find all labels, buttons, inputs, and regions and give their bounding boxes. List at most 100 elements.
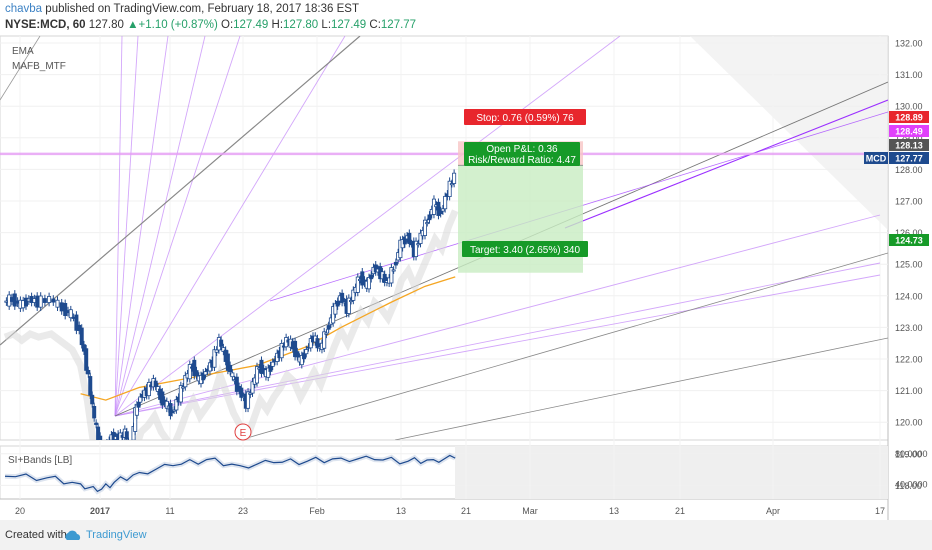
fan-line [114,36,139,417]
earnings-marker[interactable]: E [234,423,252,441]
oscillator-label[interactable]: SI+Bands [LB] [8,455,72,466]
candle-body [124,431,129,440]
indicator-ema[interactable]: EMA [12,46,34,57]
time-axis[interactable]: 20 2017 11 23 Feb 13 21 Mar 13 21 Apr 17 [15,506,885,516]
candle-body [183,375,188,388]
author-link[interactable]: chavba [5,3,43,15]
high-value: 127.80 [283,19,319,31]
risk-reward-label: Risk/Reward Ratio: 4.47 [468,155,576,166]
candle-body [153,380,158,387]
candle-body [425,222,430,225]
price-tick-label: 131.00 [895,70,923,80]
ohlc-legend: NYSE:MCD, 60 127.80 ▲+1.10 (+0.87%) O:12… [5,19,416,31]
oscillator-tick-label: 80.0000 [895,449,928,459]
candle-body [74,314,79,331]
candle-body [304,349,309,355]
candle-body [295,351,300,358]
time-tick-label: 13 [396,506,406,516]
candle-body [86,369,91,375]
candle-body [259,359,264,374]
fan-line [114,36,123,417]
price-tag [889,111,929,123]
oscillator-axis: 80.0000 40.0000 [895,449,928,489]
candle-body [81,344,86,352]
stop-label-box: Stop: 0.76 (0.59%) 76 [464,109,586,125]
open-pl-label: Open P&L: 0.36 [486,144,558,155]
candle-body [105,443,108,453]
candle-body [248,392,253,395]
fan-line [114,214,881,417]
candle-body [270,361,275,367]
tradingview-brand[interactable]: TradingView [86,529,147,541]
tradingview-cloud-icon [65,530,81,540]
price-tick-label: 122.00 [895,355,923,365]
fan-lines [0,36,888,440]
oscillator-pane [4,452,457,495]
time-tick-label: 20 [15,506,25,516]
symbol-label[interactable]: NYSE:MCD, 60 [5,19,86,31]
price-tick-label: 119.00 [895,449,922,459]
created-with-label: Created with [5,529,67,541]
candle-body [254,366,259,384]
candle-body [326,325,331,330]
target-label: Target: 3.40 (2.65%) 340 [470,245,581,256]
candle-body [201,372,206,381]
price-tag-label: 128.13 [895,141,923,151]
candle-body [391,269,396,272]
candle-body [333,303,338,315]
candle-body [174,399,179,411]
trend-line [0,36,361,346]
candle-body [94,422,99,425]
high-label: H: [271,19,284,31]
time-tick-label: 21 [461,506,471,516]
candle-body [366,277,371,290]
candle-body [407,232,412,244]
candle-body [349,300,354,303]
shaded-region [690,36,888,230]
candle-body [103,446,106,453]
candle-body [181,386,186,389]
candle-body [12,293,17,307]
price-tick-label: 124.00 [895,291,923,301]
candle-body [449,183,454,186]
price-tag [889,125,929,137]
candle-body [355,276,360,293]
candle-body [302,352,307,360]
candle-body [118,432,123,440]
price-tag-label: 124.73 [895,236,923,246]
candle-body [239,387,244,398]
candle-body [90,394,95,405]
candle-body [418,232,423,244]
price-tick-label: 132.00 [895,39,923,49]
candle-body [192,359,197,377]
candle-body [447,180,452,197]
candle-body [373,264,378,273]
candle-body [127,441,130,444]
price-tag [889,139,929,151]
candles [4,169,457,453]
price-chart[interactable]: 132.00 131.00 130.00 129.00 128.00 127.00 126.… [0,0,932,520]
price-axis[interactable]: 132.00 131.00 130.00 129.00 128.00 127.00 126.… [895,39,923,491]
time-tick-label: Mar [522,506,538,516]
candle-body [393,261,398,266]
time-tick-label: Apr [766,506,780,516]
candle-body [98,435,103,440]
candle-body [107,439,112,440]
low-label: L: [321,19,332,31]
candle-body [111,431,116,440]
candle-body [293,340,298,358]
candle-body [203,371,208,376]
trend-line [239,252,888,440]
fan-line [114,36,206,417]
candle-body [47,296,52,303]
indicator-mafb[interactable]: MAFB_MTF [12,61,66,72]
change-arrow-icon: ▲ [127,19,139,31]
candle-body [219,339,224,347]
candle-body [79,327,84,346]
candle-body [212,349,217,368]
candle-body [369,274,374,280]
candle-body [250,381,255,394]
candle-body [178,385,183,403]
close-label: C: [369,19,381,31]
trend-line [0,36,41,101]
